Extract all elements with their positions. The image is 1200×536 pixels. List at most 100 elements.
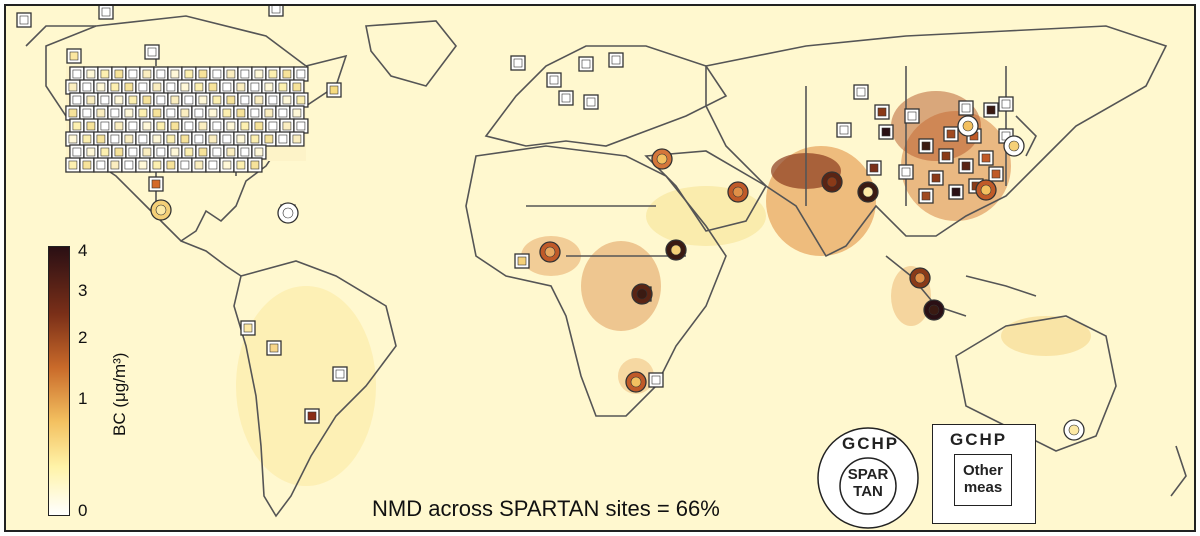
other-meas-sites [16,6,1014,424]
site-marker-square-inner [513,58,523,68]
site-marker-square-inner [184,147,194,157]
site-marker-square-inner [166,134,176,144]
site-marker-square-inner [278,82,288,92]
site-marker-square-inner [292,134,302,144]
site-marker-square-inner [82,160,92,170]
site-marker-square-inner [212,95,222,105]
site-marker-square-inner [170,121,180,131]
site-marker-square-inner [278,134,288,144]
site-marker-square-inner [110,160,120,170]
site-marker-square-inner [329,85,339,95]
site-marker-square-inner [254,69,264,79]
site-marker-square-inner [72,95,82,105]
site-marker-square-inner [100,147,110,157]
site-marker-square-inner [549,75,559,85]
site-marker-square-inner [152,82,162,92]
site-marker-square-inner [561,93,571,103]
site-marker-square-inner [240,147,250,157]
site-marker-square-inner [222,160,232,170]
site-marker-square-inner [110,134,120,144]
site-marker-square-inner [268,95,278,105]
site-marker-square-inner [142,147,152,157]
spartan-site-marker-inner [914,272,926,284]
site-marker-square-inner [243,323,253,333]
site-marker-square-inner [222,82,232,92]
site-marker-square-inner [194,82,204,92]
site-marker-square-inner [138,108,148,118]
colorbar-tick-2: 2 [78,328,88,347]
spartan-site-marker-inner [862,186,874,198]
site-marker-square-inner [156,147,166,157]
site-marker-square-inner [278,108,288,118]
site-marker-square-inner [268,121,278,131]
site-marker-square-inner [208,160,218,170]
site-marker-square-inner [124,82,134,92]
site-marker-square-inner [254,121,264,131]
legend-circle-inner: SPAR TAN [847,466,889,500]
spartan-site-marker-inner [656,153,668,165]
site-marker-square-inner [901,167,911,177]
spartan-sites [150,115,1085,441]
spartan-site-marker-inner [630,376,642,388]
site-marker-square-inner [194,134,204,144]
site-marker-square-inner [581,59,591,69]
site-marker-square-inner [68,82,78,92]
site-marker-square-inner [86,121,96,131]
site-marker-square-inner [96,134,106,144]
site-marker-square-inner [114,147,124,157]
site-marker-square-inner [236,160,246,170]
site-marker-square-inner [264,134,274,144]
site-marker-square-inner [881,127,891,137]
site-marker-square-inner [268,69,278,79]
site-marker-square-inner [991,169,1001,179]
site-marker-square-inner [96,82,106,92]
site-marker-square-inner [166,82,176,92]
site-marker-square-inner [250,108,260,118]
site-marker-square-inner [198,69,208,79]
site-marker-square-inner [142,95,152,105]
colorbar-tick-4: 4 [78,241,88,260]
nmd-annotation: NMD across SPARTAN sites = 66% [372,496,720,521]
site-marker-square-inner [651,375,661,385]
site-marker-square-inner [180,108,190,118]
colorbar-title: BC (μg/m³) [110,352,129,436]
legend-square-inner: Other meas [962,462,1003,496]
site-marker-square-inner [138,82,148,92]
spartan-site-marker-inner [980,184,992,196]
spartan-site-marker-inner [282,207,294,219]
site-marker-square-inner [166,108,176,118]
spartan-site-marker-inner [962,120,974,132]
site-marker-square-inner [100,69,110,79]
site-marker-square-inner [236,108,246,118]
site-marker-square-inner [222,108,232,118]
site-marker-square-inner [110,108,120,118]
site-marker-square-inner [101,7,111,17]
site-marker-square-inner [921,141,931,151]
site-marker-square-inner [194,160,204,170]
site-marker-square-inner [946,129,956,139]
site-marker-square-inner [335,369,345,379]
site-marker-square-inner [941,151,951,161]
site-marker-square-inner [198,147,208,157]
site-marker-square-inner [240,69,250,79]
site-marker-square-inner [152,160,162,170]
site-marker-square-inner [961,161,971,171]
site-marker-square-inner [951,187,961,197]
site-marker-square-inner [180,134,190,144]
site-marker-square-inner [1001,99,1011,109]
site-marker-square-inner [124,134,134,144]
colorbar-tick-0: 0 [78,501,88,520]
colorbar-tick-1: 1 [78,389,88,408]
site-marker-square-inner [254,147,264,157]
site-marker-square-inner [222,134,232,144]
site-marker-square-inner [100,95,110,105]
site-marker-square-inner [271,6,281,14]
site-marker-square-inner [250,134,260,144]
site-marker-square-inner [82,108,92,118]
world-map: 0 1 2 3 4 BC (μg/m³) NMD across SPARTAN … [4,4,1196,532]
site-marker-square-inner [82,134,92,144]
site-marker-square-inner [236,82,246,92]
site-marker-square-inner [586,97,596,107]
site-marker-square-inner [184,69,194,79]
site-marker-square-inner [170,69,180,79]
